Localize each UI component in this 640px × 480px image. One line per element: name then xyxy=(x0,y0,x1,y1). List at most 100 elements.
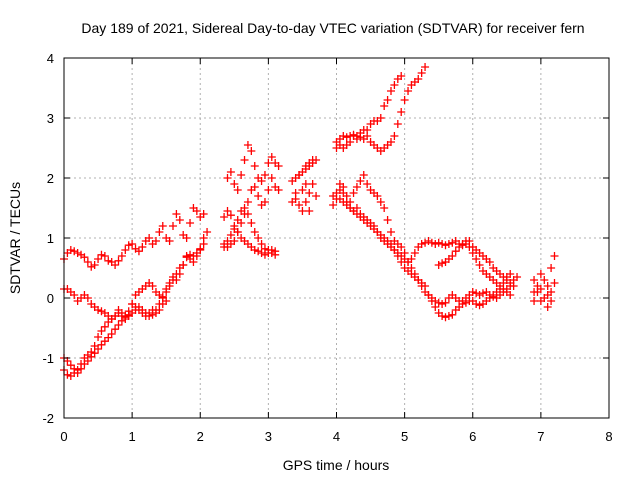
data-point xyxy=(80,253,89,262)
data-point xyxy=(540,276,549,284)
data-point xyxy=(417,282,426,290)
y-tick-label: 3 xyxy=(47,111,54,126)
data-point xyxy=(359,171,368,179)
data-point xyxy=(124,241,133,250)
data-point xyxy=(421,238,430,247)
data-point xyxy=(339,183,348,191)
data-point xyxy=(356,177,365,185)
data-point xyxy=(332,195,341,203)
data-point xyxy=(155,306,164,314)
data-point xyxy=(97,340,106,349)
data-point xyxy=(506,282,515,290)
series-track-e xyxy=(220,204,280,257)
data-point xyxy=(94,255,103,263)
data-point xyxy=(530,276,539,284)
data-point xyxy=(220,213,229,221)
data-point xyxy=(114,321,123,329)
data-point xyxy=(414,276,423,284)
data-point xyxy=(145,234,154,242)
data-point xyxy=(376,114,385,122)
y-tick-label: -2 xyxy=(42,411,54,426)
data-point xyxy=(63,370,72,379)
data-point xyxy=(397,108,406,116)
data-point xyxy=(243,198,252,206)
data-point xyxy=(468,249,477,257)
data-point xyxy=(359,135,368,143)
data-point xyxy=(267,174,276,182)
data-point xyxy=(363,126,372,134)
series-track-q xyxy=(530,252,559,311)
data-point xyxy=(169,222,177,230)
data-point xyxy=(134,247,143,256)
data-point xyxy=(543,303,552,311)
data-point xyxy=(162,297,171,305)
data-point xyxy=(513,273,522,281)
data-point xyxy=(438,300,447,308)
data-point xyxy=(199,240,208,248)
data-point xyxy=(295,201,304,209)
data-point xyxy=(257,177,266,185)
data-point xyxy=(550,252,559,260)
data-point xyxy=(121,246,130,254)
data-point xyxy=(247,219,256,227)
data-point xyxy=(94,333,103,341)
data-point xyxy=(186,219,195,227)
data-point xyxy=(356,133,365,142)
data-point xyxy=(70,247,79,256)
series-track-g xyxy=(220,174,283,251)
data-point xyxy=(475,301,484,310)
series-track-d xyxy=(60,204,208,271)
data-point xyxy=(230,237,239,245)
data-point xyxy=(305,189,314,197)
data-point xyxy=(431,240,440,248)
data-point xyxy=(346,132,355,140)
data-point xyxy=(274,186,283,194)
data-point xyxy=(397,72,406,80)
data-point xyxy=(530,288,539,296)
data-point xyxy=(410,249,419,257)
data-point xyxy=(342,133,351,142)
data-point xyxy=(380,204,389,212)
data-point xyxy=(427,238,436,247)
data-point xyxy=(117,309,126,317)
data-point xyxy=(250,228,259,236)
x-tick-label: 6 xyxy=(469,429,476,444)
data-point xyxy=(111,261,120,269)
data-point xyxy=(444,312,453,320)
data-point xyxy=(104,333,113,342)
data-point xyxy=(339,132,348,140)
data-point xyxy=(298,186,307,194)
data-point xyxy=(475,261,484,269)
data-point xyxy=(536,285,545,293)
data-point xyxy=(182,234,191,242)
data-point xyxy=(111,325,120,334)
data-point xyxy=(363,180,372,188)
data-point xyxy=(175,270,184,278)
y-tick-label: 0 xyxy=(47,291,54,306)
data-point xyxy=(387,87,395,95)
data-point xyxy=(90,349,99,358)
series-track-p xyxy=(288,156,321,185)
series-track-n xyxy=(332,63,430,155)
data-point xyxy=(264,186,273,194)
data-point xyxy=(543,291,552,299)
data-point xyxy=(124,310,133,319)
series-track-c xyxy=(60,285,171,323)
data-point xyxy=(192,252,201,260)
data-point xyxy=(172,276,181,284)
data-point xyxy=(237,219,246,227)
data-point xyxy=(506,291,515,299)
data-point xyxy=(376,198,385,206)
data-point xyxy=(254,247,263,256)
data-point xyxy=(387,138,395,146)
data-point xyxy=(111,312,120,320)
data-point xyxy=(547,264,556,272)
data-point xyxy=(444,240,453,248)
data-point xyxy=(434,298,443,307)
data-point xyxy=(329,201,338,209)
data-point xyxy=(489,292,498,301)
data-point xyxy=(260,198,269,206)
data-point xyxy=(349,130,358,139)
data-point xyxy=(260,250,269,259)
data-point xyxy=(342,192,351,200)
